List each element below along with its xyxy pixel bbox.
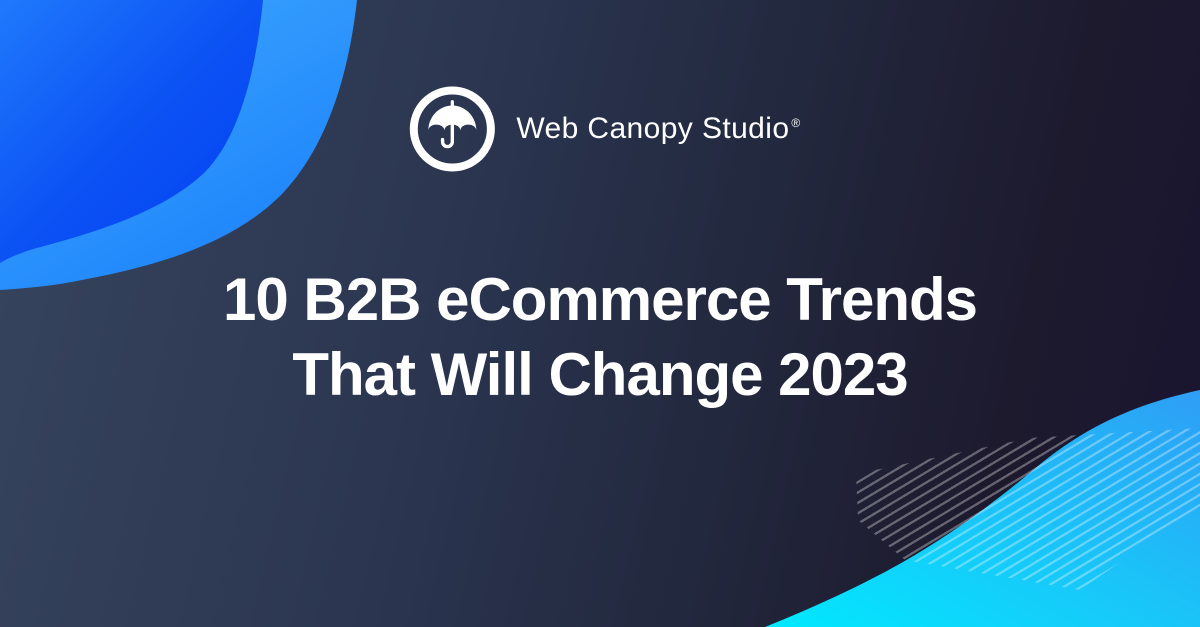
title-line-2: That Will Change 2023 bbox=[292, 341, 908, 408]
umbrella-icon bbox=[409, 86, 495, 172]
blob-back-shape bbox=[0, 0, 357, 290]
page-title: 10 B2B eCommerce Trends That Will Change… bbox=[0, 262, 1200, 412]
diagonal-hatch-pattern bbox=[856, 428, 1200, 590]
title-line-1: 10 B2B eCommerce Trends bbox=[222, 266, 978, 333]
umbrella-canopy bbox=[428, 105, 477, 131]
logo-circle bbox=[409, 86, 495, 172]
brand-wordmark: Web Canopy Studio ® bbox=[516, 112, 800, 146]
blob-front-shape bbox=[0, 0, 263, 263]
registered-mark: ® bbox=[791, 116, 801, 130]
brand-logo: Web Canopy Studio ® bbox=[405, 82, 800, 176]
umbrella-handle bbox=[440, 123, 455, 149]
brand-name: Web Canopy Studio bbox=[516, 112, 790, 145]
